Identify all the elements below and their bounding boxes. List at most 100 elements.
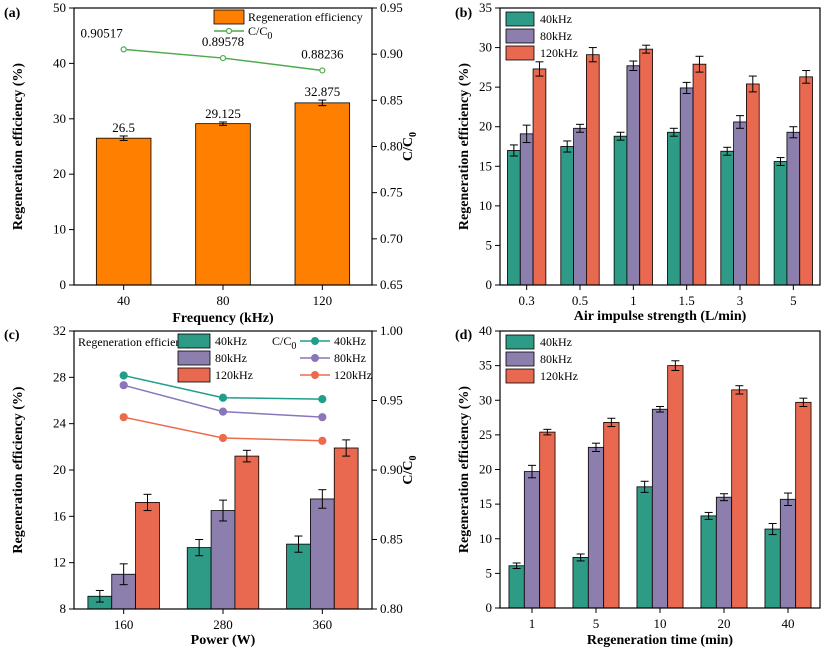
bar-data-label: 29.125 (205, 106, 241, 121)
y-tick-label: 24 (53, 416, 67, 431)
line-point (218, 433, 228, 443)
legend-swatch (505, 351, 535, 367)
bar (692, 63, 707, 286)
line-point (119, 371, 128, 380)
legend-label: 120kHz (334, 368, 372, 382)
legend-title-main: C/C (272, 334, 291, 348)
bar (186, 547, 212, 610)
y-axis-label: Regeneration efficiency (%) (11, 63, 26, 230)
y-tick-label: 10 (53, 222, 66, 237)
bar (679, 87, 694, 286)
bar (95, 137, 152, 286)
bar (795, 401, 812, 609)
x-tick-label: 3 (737, 293, 744, 308)
y2-tick-label: 0.80 (380, 139, 403, 154)
y-tick-label: 40 (53, 55, 66, 70)
y-tick-label: 30 (479, 40, 492, 55)
y2-tick-label: 0.85 (380, 532, 403, 547)
x-axis-label: Regeneration time (min) (587, 633, 734, 648)
bar (539, 431, 556, 609)
bar (586, 54, 600, 286)
y-tick-label: 5 (486, 237, 493, 252)
bar (731, 389, 748, 609)
legend-label: 80kHz (215, 351, 247, 365)
y2-axis-label: C/C0 (401, 132, 419, 161)
legend-swatch (505, 11, 535, 27)
x-tick-label: 5 (790, 293, 797, 308)
bar (639, 48, 653, 286)
y-tick-label: 20 (53, 166, 66, 181)
y-tick-label: 30 (479, 392, 492, 407)
y-tick-label: 16 (53, 508, 67, 523)
y2-axis-label-main: C/C (401, 137, 416, 161)
line-point (120, 46, 127, 53)
y2-tick-label: 0.70 (380, 231, 403, 246)
y-tick-label: 10 (479, 198, 492, 213)
x-axis-label: Power (W) (191, 633, 256, 648)
bar (667, 131, 681, 286)
y-tick-label: 15 (479, 496, 492, 511)
y-tick-label: 5 (486, 565, 493, 580)
y-tick-label: 25 (479, 427, 492, 442)
bar (720, 150, 734, 286)
bar (636, 486, 653, 609)
y2-axis-label-sub: 0 (408, 132, 419, 137)
x-tick-label: 1.5 (679, 293, 695, 308)
plot-frame (73, 7, 373, 286)
bar (573, 127, 587, 286)
legend-label: 80kHz (540, 352, 572, 366)
plot-frame (499, 7, 821, 286)
bar (508, 565, 525, 609)
legend-label: C/C0 (248, 24, 272, 42)
bar (532, 68, 547, 286)
bar (560, 146, 574, 286)
x-tick-label: 20 (718, 616, 731, 631)
legend-title: Regeneration efficiency (78, 335, 193, 349)
y2-tick-label: 0.90 (380, 462, 403, 477)
bar (603, 422, 620, 609)
x-tick-label: 0.5 (572, 293, 588, 308)
y-axis-label: Regeneration efficiency (%) (457, 63, 472, 230)
legend-marker (311, 337, 319, 345)
y-tick-label: 35 (479, 358, 492, 373)
y-tick-label: 30 (53, 111, 66, 126)
line-point (318, 395, 327, 404)
legend-marker (311, 371, 319, 379)
legend-swatch (505, 368, 535, 384)
legend-label: 120kHz (540, 369, 578, 383)
x-tick-label: 160 (114, 617, 134, 632)
bar (799, 76, 813, 286)
x-tick-label: 280 (213, 617, 233, 632)
legend-marker (225, 27, 233, 35)
legend-label: Regeneration efficiency (248, 10, 363, 24)
x-tick-label: 0.3 (519, 293, 535, 308)
x-tick-label: 80 (217, 293, 230, 308)
bar (523, 471, 541, 609)
bar (519, 133, 534, 286)
legend-swatch (177, 367, 211, 383)
bar (667, 365, 684, 609)
x-tick-label: 40 (782, 616, 795, 631)
panel-label: (a) (4, 6, 21, 21)
panel-label: (b) (455, 6, 472, 21)
y-tick-label: 20 (53, 462, 66, 477)
x-tick-label: 1 (529, 616, 536, 631)
y-tick-label: 50 (53, 0, 66, 15)
bar (572, 557, 589, 609)
line-point (318, 413, 327, 422)
legend-marker (311, 354, 319, 362)
legend-label: 120kHz (215, 368, 253, 382)
legend-swatch (213, 9, 245, 25)
legend-label-sub: 0 (267, 31, 272, 42)
legend-swatch (505, 45, 535, 61)
y2-tick-label: 0.75 (380, 185, 403, 200)
legend-label: 120kHz (540, 46, 578, 60)
line-data-label: 0.90517 (81, 25, 124, 40)
y-axis-label: Regeneration efficiency (%) (457, 386, 472, 553)
line-point (119, 413, 128, 422)
legend-label: 40kHz (540, 335, 572, 349)
legend-label: 80kHz (334, 351, 366, 365)
bar (613, 135, 628, 286)
panel-label: (d) (455, 328, 472, 343)
y-tick-label: 0 (60, 277, 67, 292)
